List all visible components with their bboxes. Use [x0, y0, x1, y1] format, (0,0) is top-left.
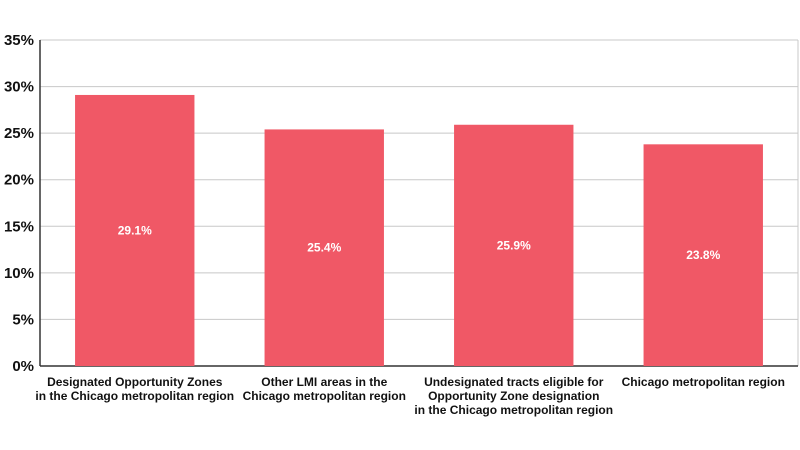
x-category-label: in the Chicago metropolitan region	[414, 403, 613, 417]
x-category-label: Designated Opportunity Zones	[47, 375, 223, 389]
x-category-label: Chicago metropolitan region	[243, 389, 406, 403]
x-category-label: Opportunity Zone designation	[428, 389, 599, 403]
x-category-label: Chicago metropolitan region	[622, 375, 785, 389]
x-category-label: in the Chicago metropolitan region	[35, 389, 234, 403]
y-tick-label: 35%	[4, 32, 34, 49]
y-tick-label: 10%	[4, 265, 34, 282]
data-label: 25.9%	[497, 238, 531, 252]
y-tick-label: 20%	[4, 172, 34, 189]
y-tick-label: 0%	[12, 358, 34, 375]
data-label: 29.1%	[118, 223, 152, 237]
x-category-label: Undesignated tracts eligible for	[424, 375, 604, 389]
bar	[454, 124, 574, 366]
bar	[264, 129, 384, 366]
y-tick-label: 25%	[4, 125, 34, 142]
y-tick-label: 30%	[4, 79, 34, 96]
data-label: 23.8%	[686, 248, 720, 262]
y-tick-label: 5%	[12, 311, 34, 328]
bar	[643, 144, 763, 366]
y-tick-label: 15%	[4, 218, 34, 235]
bar	[75, 94, 195, 366]
data-label: 25.4%	[307, 241, 341, 255]
x-category-label: Other LMI areas in the	[261, 375, 387, 389]
